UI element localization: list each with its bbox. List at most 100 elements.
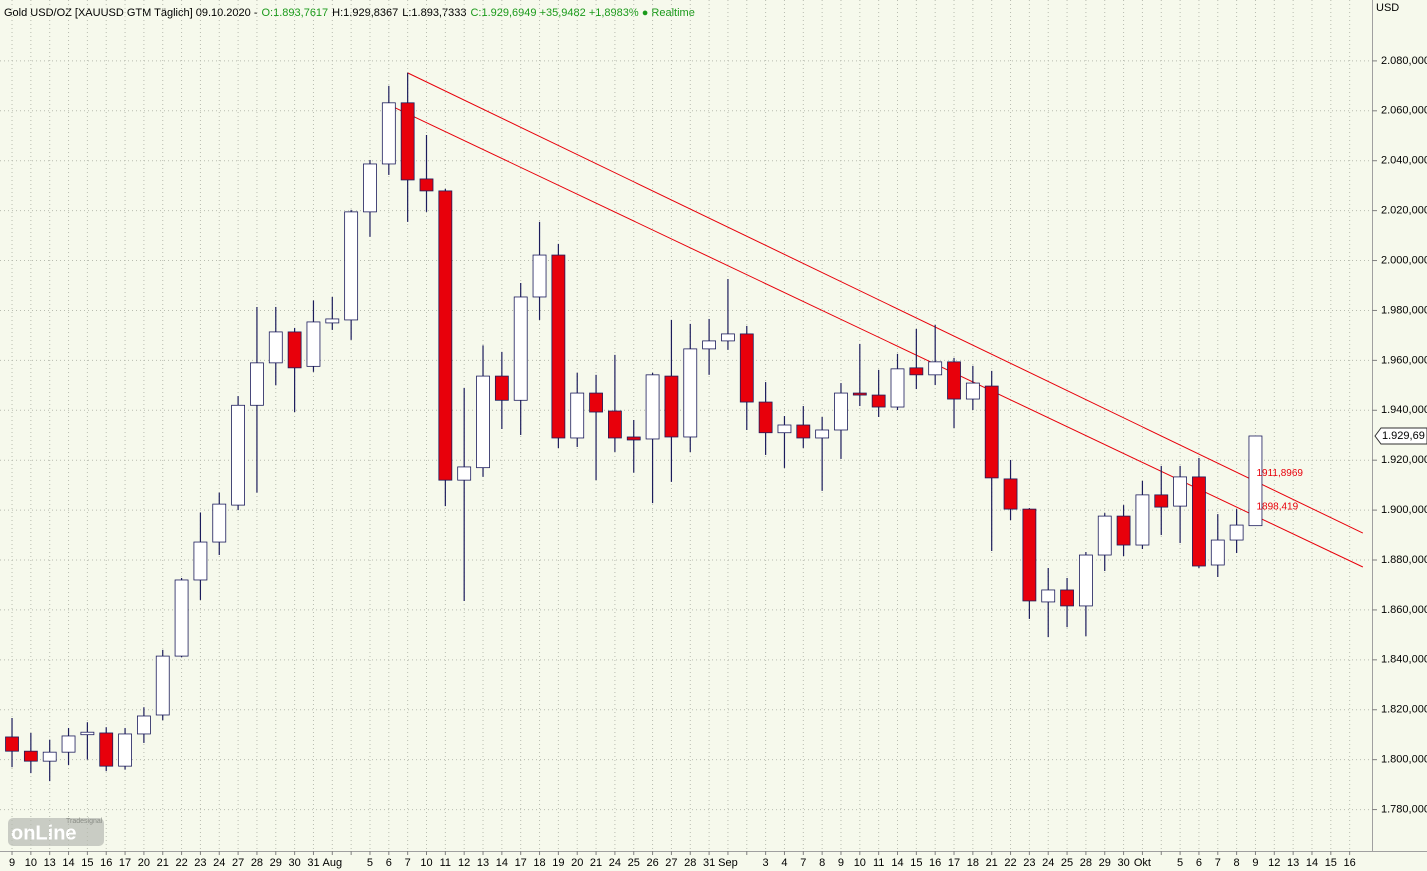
x-tick-label: 9 bbox=[1252, 857, 1258, 869]
x-tick-label: 23 bbox=[194, 857, 206, 869]
candle-body bbox=[231, 404, 246, 506]
header-part: H:1.929,8367 bbox=[332, 7, 398, 19]
x-tick-label: 6 bbox=[386, 857, 392, 869]
candle-body bbox=[287, 331, 302, 369]
x-tick-label: Okt bbox=[1134, 857, 1151, 869]
x-tick-label: 21 bbox=[986, 857, 998, 869]
x-tick-label: 16 bbox=[1344, 857, 1356, 869]
candle-body bbox=[306, 321, 321, 367]
candle-body bbox=[928, 361, 943, 376]
x-tick-label: 8 bbox=[819, 857, 825, 869]
x-tick-label: 16 bbox=[929, 857, 941, 869]
y-tick-label: 1.940,000 bbox=[1381, 404, 1427, 416]
candle-body bbox=[532, 254, 547, 298]
x-tick-label: 7 bbox=[405, 857, 411, 869]
candle-body bbox=[155, 655, 170, 716]
x-tick-label: 9 bbox=[838, 857, 844, 869]
x-tick-label: 17 bbox=[948, 857, 960, 869]
candle-body bbox=[871, 394, 886, 408]
x-tick-label: 5 bbox=[367, 857, 373, 869]
logo-top: Tradesignal bbox=[66, 818, 103, 825]
x-tick-label: 21 bbox=[157, 857, 169, 869]
x-tick-label: 9 bbox=[9, 857, 15, 869]
x-tick-label: 28 bbox=[684, 857, 696, 869]
candle-body bbox=[608, 410, 622, 439]
x-tick-label: 28 bbox=[1080, 857, 1092, 869]
x-tick-label: 15 bbox=[910, 857, 922, 869]
candle-body bbox=[494, 375, 509, 401]
x-tick-label: 6 bbox=[1196, 857, 1202, 869]
candle-body bbox=[683, 348, 698, 438]
candle-body bbox=[739, 333, 754, 403]
candle-body bbox=[457, 466, 472, 481]
x-tick-label: 18 bbox=[967, 857, 979, 869]
candle-body bbox=[589, 392, 603, 413]
candle-body bbox=[965, 382, 980, 400]
trendline-label: 1911,8969 bbox=[1256, 468, 1303, 479]
x-tick-label: Sep bbox=[718, 857, 738, 869]
candle-body bbox=[1248, 435, 1263, 527]
last-price-label: 1.929,69 bbox=[1382, 430, 1425, 442]
x-tick-label: 20 bbox=[138, 857, 150, 869]
candle-body bbox=[381, 102, 396, 165]
y-tick-label: 1.840,000 bbox=[1381, 654, 1427, 666]
x-tick-label: 26 bbox=[646, 857, 658, 869]
logo-bottom: onLine bbox=[11, 822, 77, 844]
candle-body bbox=[1154, 494, 1169, 508]
x-tick-label: 22 bbox=[175, 857, 187, 869]
y-tick-label: 1.900,000 bbox=[1381, 504, 1427, 516]
x-tick-label: 10 bbox=[25, 857, 37, 869]
candle-body bbox=[99, 732, 114, 767]
x-tick-label: 10 bbox=[854, 857, 866, 869]
candle-body bbox=[193, 541, 208, 581]
y-tick-label: 2.060,000 bbox=[1381, 105, 1427, 117]
x-tick-label: 22 bbox=[1004, 857, 1016, 869]
trendline-label: 1898,419 bbox=[1256, 502, 1298, 513]
candle-body bbox=[721, 333, 735, 342]
candle-body bbox=[1022, 508, 1037, 602]
y-tick-label: 1.880,000 bbox=[1381, 554, 1427, 566]
x-tick-label: Aug bbox=[323, 857, 343, 869]
x-tick-label: 14 bbox=[496, 857, 508, 869]
x-tick-label: 14 bbox=[891, 857, 903, 869]
x-tick-label: 12 bbox=[458, 857, 470, 869]
candle-body bbox=[419, 178, 434, 192]
candle-body bbox=[1079, 554, 1093, 607]
x-tick-label: 3 bbox=[763, 857, 769, 869]
unit-label: USD bbox=[1376, 2, 1399, 14]
candle-body bbox=[1210, 539, 1225, 566]
candle-body bbox=[909, 367, 924, 376]
logo-badge bbox=[8, 818, 104, 846]
candle-body bbox=[796, 424, 811, 439]
y-tick-label: 2.080,000 bbox=[1381, 55, 1427, 67]
candle-body bbox=[758, 401, 773, 434]
candle-body bbox=[212, 503, 227, 543]
candle-body bbox=[645, 374, 660, 440]
last-price-tag bbox=[1374, 427, 1427, 445]
logo: Tradesignal onLine bbox=[8, 818, 104, 846]
candle-body bbox=[626, 436, 641, 441]
x-tick-label: 31 bbox=[703, 857, 715, 869]
x-tick-label: 23 bbox=[1023, 857, 1035, 869]
x-tick-label: 13 bbox=[44, 857, 56, 869]
x-tick-label: 24 bbox=[1042, 857, 1054, 869]
x-tick-label: 17 bbox=[515, 857, 527, 869]
candle-body bbox=[1173, 476, 1187, 507]
candle-body bbox=[815, 429, 830, 439]
x-tick-label: 29 bbox=[270, 857, 282, 869]
candle-body bbox=[325, 318, 340, 324]
x-tick-label: 25 bbox=[1061, 857, 1073, 869]
candle-body bbox=[1192, 476, 1206, 567]
candle-body bbox=[174, 579, 189, 657]
x-tick-label: 15 bbox=[1325, 857, 1337, 869]
candle-body bbox=[890, 368, 905, 408]
candle-body bbox=[513, 296, 528, 401]
candle-body bbox=[570, 392, 585, 439]
trendline bbox=[407, 72, 1364, 534]
x-tick-label: 12 bbox=[1268, 857, 1280, 869]
y-tick-label: 1.800,000 bbox=[1381, 754, 1427, 766]
x-tick-label: 21 bbox=[590, 857, 602, 869]
candle-body bbox=[1041, 589, 1056, 603]
